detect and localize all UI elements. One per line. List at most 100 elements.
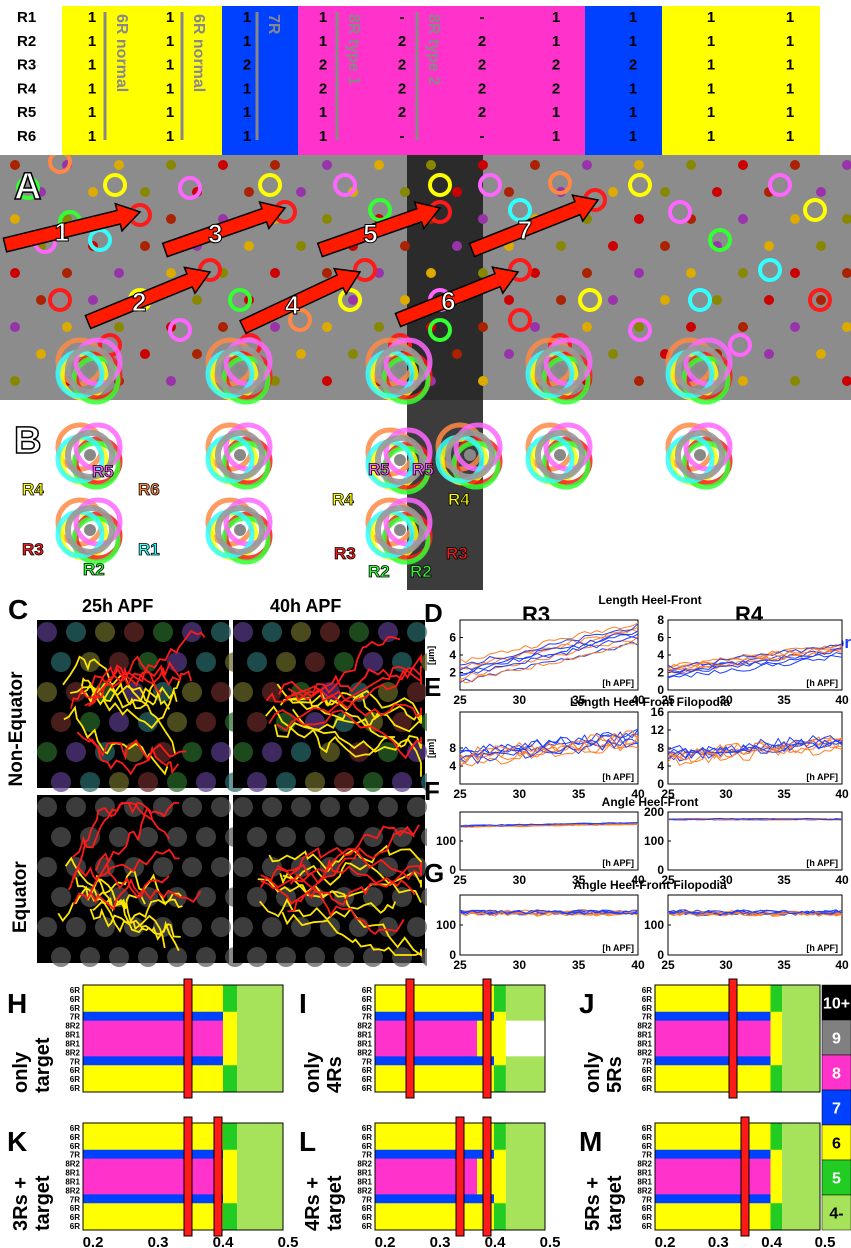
cluster-center xyxy=(464,449,476,461)
row-cell xyxy=(655,1011,754,1022)
row-cell xyxy=(770,1038,783,1048)
row-label: 6R xyxy=(642,1084,652,1093)
table-cell: 1 xyxy=(629,80,637,97)
lattice-dot xyxy=(421,827,427,847)
lattice-dot xyxy=(262,682,282,702)
lattice-dot xyxy=(712,187,722,197)
row-cell xyxy=(505,1221,545,1231)
panel-label: target xyxy=(324,1175,346,1231)
lattice-dot xyxy=(291,797,311,817)
row-cell xyxy=(223,1131,237,1142)
row-cell xyxy=(770,1131,783,1142)
row-cell xyxy=(754,1047,771,1057)
lattice-dot xyxy=(426,160,436,170)
receptor-ring xyxy=(628,173,652,197)
lattice-dot xyxy=(114,322,124,332)
colorbar-label: 10+ xyxy=(823,996,850,1013)
growth-cone-trace xyxy=(89,877,202,911)
lattice-dot xyxy=(109,827,129,847)
lattice-dot xyxy=(842,268,851,278)
row-cell xyxy=(754,1140,771,1151)
row-cell xyxy=(223,1047,237,1057)
lattice-dot xyxy=(196,652,216,672)
y-tick-label: 8 xyxy=(657,741,664,755)
receptor-ring xyxy=(353,258,377,282)
row-cell xyxy=(237,1149,283,1160)
row-cell xyxy=(223,1002,237,1013)
receptor-ring xyxy=(508,198,532,222)
x-tick-label: 35 xyxy=(572,958,586,972)
row-cell xyxy=(655,1123,754,1133)
lattice-dot xyxy=(378,917,398,937)
row-cell xyxy=(223,985,237,995)
row-cell xyxy=(655,1158,754,1169)
growth-cone-trace xyxy=(285,665,422,701)
row-cell xyxy=(770,1176,783,1186)
colorbar-swatch xyxy=(821,1019,851,1056)
lattice-dot xyxy=(66,917,86,937)
row-label: 6R xyxy=(362,995,372,1004)
sim-panel-l xyxy=(374,1116,546,1237)
row-cell xyxy=(505,1212,545,1222)
lattice-dot xyxy=(182,917,202,937)
trajectory-image xyxy=(37,620,245,792)
row-cell xyxy=(505,1203,545,1213)
row-label: 6R xyxy=(70,1213,80,1222)
row-label: R3 xyxy=(17,57,36,74)
receptor-ring xyxy=(728,333,752,357)
lattice-dot xyxy=(421,712,427,732)
arrow-7 xyxy=(468,194,600,258)
row-cell xyxy=(83,1056,203,1066)
lattice-dot xyxy=(233,797,253,817)
row-cell xyxy=(770,1074,783,1084)
row-cell xyxy=(375,1167,477,1177)
row-cell xyxy=(655,1056,754,1066)
growth-cone-trace xyxy=(260,848,422,905)
row-label: 7R xyxy=(70,1195,80,1204)
table-color-band xyxy=(62,6,222,155)
receptor-ring xyxy=(48,155,72,174)
series-line xyxy=(459,740,639,767)
lattice-dot xyxy=(790,268,800,278)
colorbar-label: 4- xyxy=(829,1206,843,1223)
row-cell xyxy=(754,1056,771,1066)
cluster-center xyxy=(554,364,566,376)
row-cell xyxy=(770,1065,783,1075)
row-cell xyxy=(237,1074,283,1084)
lattice-dot xyxy=(421,887,427,907)
panel-label: target xyxy=(604,1175,626,1231)
row-cell xyxy=(754,1221,771,1231)
lattice-dot xyxy=(634,322,644,332)
row-cell xyxy=(237,1167,283,1177)
series-line xyxy=(459,623,639,666)
row-label: 6R xyxy=(362,1213,372,1222)
cluster-center xyxy=(84,524,96,536)
sim-panel-k xyxy=(82,1116,284,1237)
arrow-shape xyxy=(468,194,600,258)
row-cell xyxy=(655,1149,754,1160)
row-label: 8R1 xyxy=(65,1169,80,1178)
lattice-dot xyxy=(452,187,462,197)
lattice-dot xyxy=(504,187,514,197)
row-cell xyxy=(203,1158,223,1169)
y-tick-label: 0 xyxy=(657,777,664,791)
row-cell xyxy=(83,1167,203,1177)
table-cell: 1 xyxy=(243,33,251,50)
lattice-dot xyxy=(276,827,296,847)
arrow-3 xyxy=(161,201,287,258)
arrow-5 xyxy=(316,201,442,258)
lattice-dot xyxy=(62,268,72,278)
row-cell xyxy=(83,993,203,1004)
row-cell xyxy=(203,1149,223,1160)
x-tick-label: 25 xyxy=(453,787,467,801)
row-cell xyxy=(505,1149,545,1160)
target-marker xyxy=(405,978,415,1099)
row-cell xyxy=(505,993,545,1004)
row-cell xyxy=(494,1185,506,1195)
lattice-dot xyxy=(764,241,774,251)
row-label: R2 xyxy=(17,33,36,50)
lattice-dot xyxy=(51,947,71,967)
row-cell xyxy=(505,1131,545,1142)
row-cell xyxy=(505,1056,545,1066)
x-axis-label: [h APF] xyxy=(806,678,838,688)
